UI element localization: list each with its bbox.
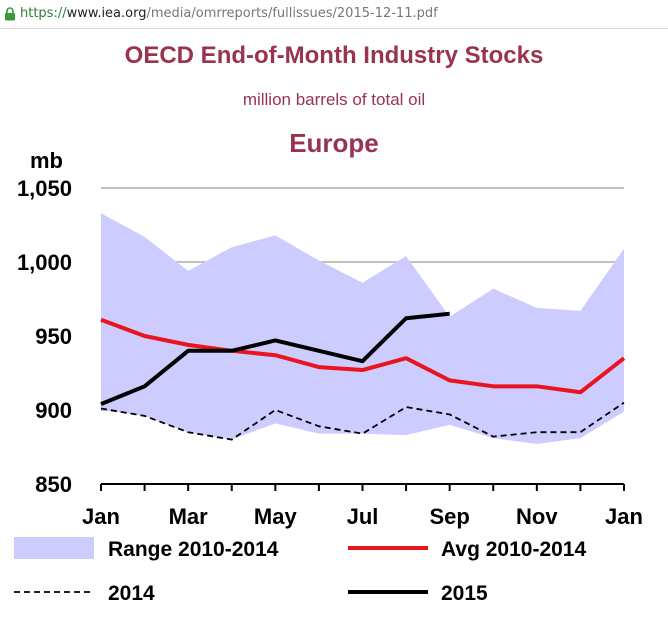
url-host: www.iea.org [66, 6, 147, 21]
legend: Range 2010-2014 Avg 2010-2014 2014 2015 [14, 537, 586, 605]
chart-subtitle: million barrels of total oil [242, 90, 426, 109]
lock-icon [5, 7, 15, 21]
x-tick-label-2: May [254, 504, 298, 529]
chart-title: OECD End-of-Month Industry Stocks [124, 42, 544, 69]
x-tick-label-1: Mar [169, 504, 209, 529]
series-line-avg-2010-2014 [100, 317, 626, 395]
legend-label-2014: 2014 [108, 582, 155, 605]
tick-labels: 850 900 950 1,000 1,050 Jan Mar May Jul Sep Nov Jan [17, 176, 643, 529]
series-line-2014 [100, 401, 625, 441]
series-line-2015 [100, 311, 450, 406]
y-tick-label-1050: 1,050 [17, 176, 72, 201]
url-scheme: https:// [20, 6, 67, 21]
x-tick-label-5: Nov [516, 504, 558, 529]
y-tick-label-850: 850 [35, 472, 72, 497]
chart-region-title: Europe [289, 128, 379, 158]
x-tick-label-4: Sep [429, 504, 469, 529]
range-band-layer [101, 213, 624, 445]
y-tick-label-950: 950 [35, 324, 72, 349]
x-tick-label-3: Jul [347, 504, 379, 529]
legend-swatch-range [14, 537, 94, 559]
legend-label-avg: Avg 2010-2014 [441, 538, 586, 561]
x-tick-label-0: Jan [82, 504, 120, 529]
address-bar[interactable]: https://www.iea.org/media/omrreports/ful… [0, 0, 668, 29]
range-band [101, 213, 624, 445]
series-layer [100, 311, 626, 441]
x-tick-label-6: Jan [605, 504, 643, 529]
legend-label-2015: 2015 [441, 582, 488, 605]
legend-label-range: Range 2010-2014 [108, 538, 279, 561]
y-tick-label-1000: 1,000 [17, 250, 72, 275]
y-tick-label-900: 900 [35, 398, 72, 423]
url-path: /media/omrreports/fullissues/2015-12-11.… [146, 6, 438, 21]
url-text[interactable]: https://www.iea.org/media/omrreports/ful… [20, 6, 438, 21]
axis-layer [100, 483, 625, 491]
y-axis-label: mb [30, 148, 63, 173]
